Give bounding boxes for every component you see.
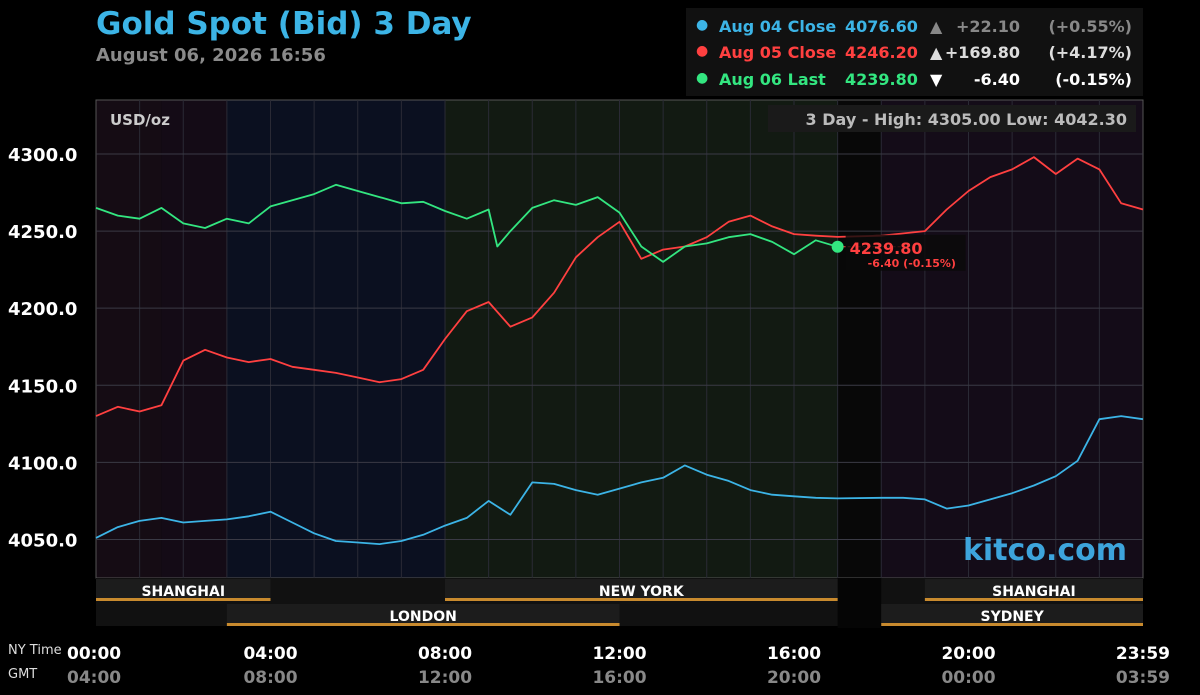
legend-value: 4246.20 — [845, 43, 918, 62]
chart-timestamp: August 06, 2026 16:56 — [96, 45, 326, 66]
gmt-row-label: GMT — [8, 667, 37, 682]
x-tick-label-gmt: 16:00 — [592, 668, 646, 688]
session-box — [445, 579, 838, 601]
session-label-top: SHANGHAI — [141, 584, 225, 600]
x-tick-label-ny: 16:00 — [767, 644, 821, 664]
x-tick-label-gmt: 20:00 — [767, 668, 821, 688]
session-box — [881, 604, 1143, 626]
legend-percent: (+4.17%) — [1048, 43, 1132, 62]
session-band — [226, 100, 445, 578]
legend-value: 4239.80 — [845, 70, 918, 89]
legend-dot-icon: ● — [696, 70, 709, 86]
session-underline — [226, 623, 620, 626]
session-gap — [837, 578, 882, 628]
range-box — [768, 105, 1136, 132]
legend-label: Aug 05 Close — [719, 43, 837, 62]
x-tick-label-ny: 04:00 — [243, 644, 297, 664]
series-line-aug-04 — [95, 415, 1144, 545]
x-tick-label-gmt: 00:00 — [941, 668, 995, 688]
last-price-box — [845, 234, 966, 271]
session-band — [161, 100, 227, 578]
last-price-marker — [831, 240, 844, 253]
session-label-bottom: LONDON — [390, 609, 457, 625]
session-band — [96, 100, 162, 578]
x-tick-label-ny: 08:00 — [418, 644, 472, 664]
legend-panel: ● Aug 04 Close 4076.60 ▲ +22.10 (+0.55%)… — [686, 8, 1143, 96]
x-tick-label-ny: 20:00 — [941, 644, 995, 664]
x-tick-label-gmt: 04:00 — [67, 668, 121, 688]
legend-change: -6.40 — [973, 70, 1020, 89]
session-box — [924, 579, 1143, 601]
y-tick-label: 4100.0 — [8, 453, 77, 474]
unit-label: USD/oz — [110, 111, 170, 129]
legend-percent: (-0.15%) — [1055, 70, 1132, 89]
last-change-label: -6.40 (-0.15%) — [868, 257, 956, 270]
legend-row-aug06: ● Aug 06 Last 4239.80 ▼ -6.40 (-0.15%) — [686, 70, 1143, 96]
x-tick-label-ny: 23:59 — [1116, 644, 1170, 664]
session-underline — [445, 598, 838, 601]
session-label-top: NEW YORK — [599, 584, 685, 600]
legend-change: +22.10 — [955, 17, 1020, 36]
legend-percent: (+0.55%) — [1048, 17, 1132, 36]
session-box — [226, 604, 620, 626]
range-text: 3 Day - High: 4305.00 Low: 4042.30 — [806, 110, 1127, 129]
down-arrow-icon: ▼ — [930, 70, 943, 89]
session-band — [837, 100, 882, 578]
chart-title: Gold Spot (Bid) 3 Day — [96, 6, 472, 42]
ny-time-row-label: NY Time — [8, 643, 62, 658]
legend-change: +169.80 — [944, 43, 1020, 62]
session-underline — [881, 623, 1143, 626]
x-tick-label-gmt: 08:00 — [243, 668, 297, 688]
y-tick-label: 4150.0 — [8, 376, 77, 397]
legend-row-aug05: ● Aug 05 Close 4246.20 ▲ +169.80 (+4.17%… — [686, 43, 1143, 69]
legend-value: 4076.60 — [845, 17, 918, 36]
y-tick-label: 4300.0 — [8, 145, 77, 166]
legend-dot-icon: ● — [696, 17, 709, 33]
session-band — [445, 100, 838, 578]
series-line-aug-05 — [95, 156, 1144, 417]
last-price-label: 4239.80 — [850, 239, 923, 258]
session-box — [96, 579, 271, 601]
x-tick-label-ny: 00:00 — [67, 644, 121, 664]
y-tick-label: 4050.0 — [8, 530, 77, 551]
session-label-top: SHANGHAI — [992, 584, 1076, 600]
session-label-bottom: SYDNEY — [980, 609, 1044, 625]
up-arrow-icon: ▲ — [930, 43, 943, 62]
x-tick-label-gmt: 03:59 — [1116, 668, 1170, 688]
legend-row-aug04: ● Aug 04 Close 4076.60 ▲ +22.10 (+0.55%) — [686, 17, 1143, 43]
series-line-aug-06 — [95, 183, 838, 263]
session-underline — [924, 598, 1143, 601]
x-tick-label-ny: 12:00 — [592, 644, 646, 664]
legend-dot-icon: ● — [696, 43, 709, 59]
y-tick-label: 4200.0 — [8, 299, 77, 320]
up-arrow-icon: ▲ — [930, 17, 943, 36]
x-tick-label-gmt: 12:00 — [418, 668, 472, 688]
y-tick-label: 4250.0 — [8, 222, 77, 243]
legend-label: Aug 06 Last — [719, 70, 826, 89]
legend-label: Aug 04 Close — [719, 17, 837, 36]
session-underline — [96, 598, 271, 601]
watermark: kitco.com — [963, 533, 1127, 568]
